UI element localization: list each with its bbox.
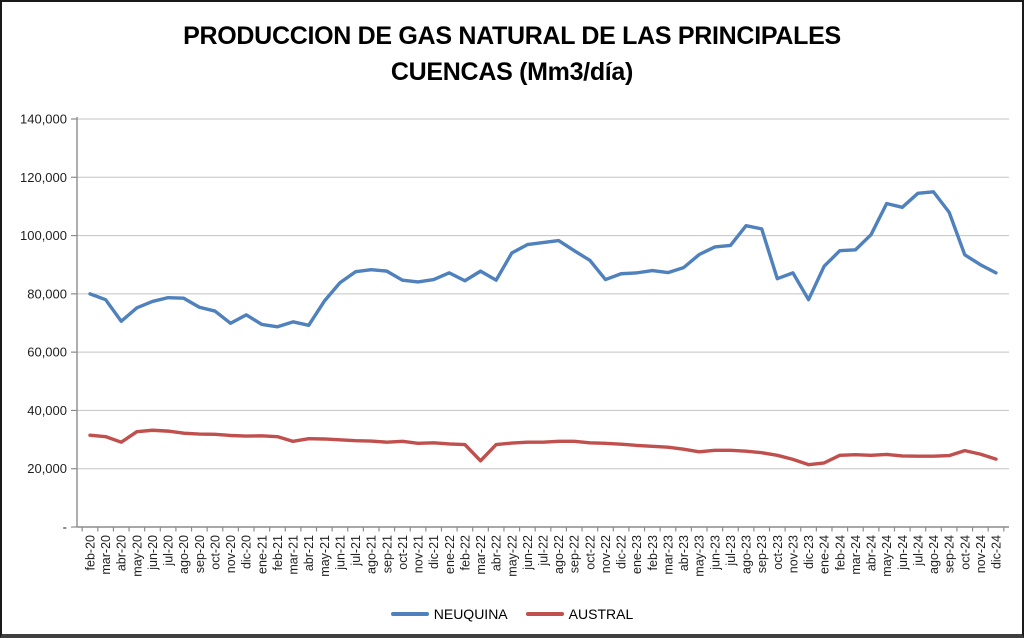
legend-item-austral: AUSTRAL	[525, 606, 634, 622]
chart-title-line2: CUENCAS (Mm3/día)	[390, 58, 634, 86]
x-axis-label: dic-20	[240, 535, 254, 569]
x-axis-label: dic-23	[802, 535, 816, 569]
x-axis-label: abr-21	[302, 535, 316, 571]
y-axis-label: 140,000	[20, 112, 67, 127]
y-axis-label: 20,000	[27, 461, 67, 476]
x-axis-label: mar-23	[661, 535, 675, 575]
legend-label-austral: AUSTRAL	[568, 606, 634, 622]
x-axis-label: sep-20	[193, 535, 207, 573]
x-axis-label: abr-20	[115, 535, 129, 571]
x-axis-label: mar-22	[474, 535, 488, 575]
x-axis-label: dic-24	[990, 535, 1004, 569]
x-axis-label: ago-22	[552, 535, 566, 574]
x-axis-label: jun-23	[708, 535, 722, 571]
x-axis-label: dic-21	[427, 535, 441, 569]
x-axis-label: feb-24	[833, 535, 847, 570]
x-axis-label: ene-24	[818, 535, 832, 574]
x-axis-label: jul-24	[911, 535, 925, 567]
y-axis-label: 40,000	[27, 403, 67, 418]
x-axis-label: ago-23	[740, 535, 754, 574]
x-axis-label: may-24	[880, 535, 894, 577]
austral-line-swatch-icon	[525, 612, 564, 616]
x-axis-label: sep-22	[568, 535, 582, 573]
y-axis-label: 80,000	[27, 286, 67, 301]
x-axis-label: mar-21	[287, 535, 301, 575]
x-axis-label: may-23	[693, 535, 707, 577]
y-axis-label: -	[63, 520, 67, 535]
chart-title-line1: PRODUCCION DE GAS NATURAL DE LAS PRINCIP…	[183, 22, 841, 50]
x-axis-label: sep-21	[380, 535, 394, 573]
x-axis-label: jun-24	[896, 535, 910, 571]
x-axis-label: oct-20	[208, 535, 222, 570]
neuquina-line-swatch-icon	[390, 612, 429, 616]
x-axis-label: jul-20	[162, 535, 176, 567]
x-axis-label: oct-21	[396, 535, 410, 570]
x-axis-label: ago-24	[927, 535, 941, 574]
x-axis-label: abr-22	[490, 535, 504, 571]
x-axis-label: ene-21	[255, 535, 269, 574]
x-axis-label: nov-24	[974, 535, 988, 573]
x-axis-label: oct-24	[958, 535, 972, 570]
x-axis-label: sep-23	[755, 535, 769, 573]
series-line-austral	[88, 428, 998, 467]
x-axis-label: oct-22	[583, 535, 597, 570]
legend-label-neuquina: NEUQUINA	[433, 606, 508, 622]
x-axis-label: mar-24	[849, 535, 863, 575]
x-axis-label: jun-22	[521, 535, 535, 571]
y-axis-label: 120,000	[20, 170, 67, 185]
x-axis-label: feb-22	[458, 535, 472, 570]
x-axis-label: nov-23	[786, 535, 800, 573]
x-axis-label: ago-21	[365, 535, 379, 574]
chart-legend: NEUQUINA AUSTRAL	[2, 606, 1022, 622]
x-axis-label: jun-20	[146, 535, 160, 571]
x-axis-label: ago-20	[177, 535, 191, 574]
x-axis-label: jul-22	[537, 535, 551, 567]
x-axis-label: may-21	[318, 535, 332, 577]
legend-item-neuquina: NEUQUINA	[390, 606, 508, 622]
x-axis-label: ene-23	[630, 535, 644, 574]
x-axis-label: dic-22	[615, 535, 629, 569]
x-axis-label: may-22	[505, 535, 519, 577]
x-axis-label: feb-23	[646, 535, 660, 570]
x-axis-label: ene-22	[443, 535, 457, 574]
x-axis-label: nov-20	[224, 535, 238, 573]
x-axis-label: nov-21	[412, 535, 426, 573]
x-axis-label: nov-22	[599, 535, 613, 573]
series-line-neuquina	[88, 190, 998, 329]
x-axis-label: feb-20	[84, 535, 98, 570]
x-axis-label: abr-23	[677, 535, 691, 571]
x-axis-label: feb-21	[271, 535, 285, 570]
x-axis-label: jul-23	[724, 535, 738, 567]
chart-title: PRODUCCION DE GAS NATURAL DE LAS PRINCIP…	[2, 18, 1022, 90]
x-axis-label: sep-24	[943, 535, 957, 573]
x-axis-label: jul-21	[349, 535, 363, 567]
x-axis-label: mar-20	[99, 535, 113, 575]
y-axis-label: 60,000	[27, 345, 67, 360]
x-axis-label: jun-21	[333, 535, 347, 571]
x-axis-label: abr-24	[865, 535, 879, 571]
x-axis-label: oct-23	[771, 535, 785, 570]
x-axis-label: may-20	[130, 535, 144, 577]
y-axis-label: 100,000	[20, 228, 67, 243]
